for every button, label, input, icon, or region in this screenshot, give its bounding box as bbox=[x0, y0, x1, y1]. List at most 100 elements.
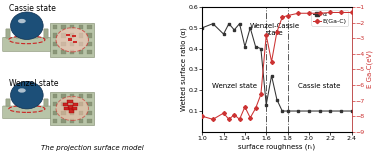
Ellipse shape bbox=[56, 28, 88, 52]
α bbox=[269, 75, 274, 77]
E(Ga-C) bbox=[232, 114, 237, 116]
Bar bbox=[44, 99, 48, 106]
Bar bbox=[15, 29, 19, 38]
Bar bbox=[70, 119, 74, 123]
Bar bbox=[87, 25, 92, 29]
Bar bbox=[79, 94, 83, 98]
FancyBboxPatch shape bbox=[3, 37, 51, 51]
Bar bbox=[67, 100, 73, 103]
Y-axis label: E Ga-C(eV): E Ga-C(eV) bbox=[366, 50, 373, 88]
α bbox=[259, 48, 263, 50]
α bbox=[296, 110, 301, 112]
FancyBboxPatch shape bbox=[3, 106, 51, 119]
Bar bbox=[70, 25, 74, 29]
Bar bbox=[61, 119, 66, 123]
E(Ga-C) bbox=[280, 16, 285, 18]
Bar bbox=[72, 35, 76, 37]
Bar bbox=[6, 99, 10, 106]
α bbox=[237, 23, 242, 25]
Bar bbox=[44, 99, 48, 106]
Bar bbox=[15, 99, 19, 106]
Bar bbox=[6, 99, 10, 106]
Bar bbox=[68, 105, 73, 109]
α bbox=[232, 29, 237, 31]
Bar bbox=[87, 94, 92, 98]
Bar bbox=[34, 29, 38, 38]
α bbox=[274, 99, 279, 100]
Bar bbox=[53, 34, 57, 38]
Bar bbox=[25, 29, 29, 38]
Bar bbox=[53, 42, 57, 46]
Bar bbox=[51, 23, 94, 57]
Bar bbox=[70, 109, 74, 113]
Bar bbox=[15, 29, 19, 38]
Bar bbox=[87, 50, 92, 54]
E(Ga-C) bbox=[227, 118, 231, 120]
Bar bbox=[25, 99, 29, 106]
Bar bbox=[6, 99, 10, 106]
E(Ga-C) bbox=[307, 12, 311, 14]
E(Ga-C) bbox=[237, 118, 242, 120]
α bbox=[339, 110, 343, 112]
Bar bbox=[44, 29, 48, 38]
Legend: α, E(Ga-C): α, E(Ga-C) bbox=[311, 10, 349, 26]
Bar bbox=[53, 102, 57, 106]
Y-axis label: Wetted surface ratio (α): Wetted surface ratio (α) bbox=[180, 28, 187, 111]
α bbox=[280, 110, 285, 112]
Bar bbox=[61, 94, 66, 98]
Bar bbox=[73, 41, 77, 43]
α bbox=[264, 104, 268, 106]
E(Ga-C) bbox=[264, 34, 268, 36]
Bar bbox=[70, 110, 74, 115]
X-axis label: surface roughness (rₜ): surface roughness (rₜ) bbox=[238, 143, 316, 150]
E(Ga-C) bbox=[296, 12, 301, 14]
Bar bbox=[6, 29, 10, 38]
Bar bbox=[66, 34, 70, 36]
Bar bbox=[34, 99, 38, 106]
Bar bbox=[53, 94, 57, 98]
Ellipse shape bbox=[56, 96, 88, 121]
α bbox=[243, 46, 247, 47]
Bar bbox=[34, 99, 38, 106]
Bar bbox=[34, 29, 38, 38]
Bar bbox=[53, 119, 57, 123]
Text: The projection surface model: The projection surface model bbox=[41, 145, 144, 151]
E(Ga-C) bbox=[221, 112, 226, 114]
Bar bbox=[34, 99, 38, 106]
α bbox=[285, 110, 290, 112]
Ellipse shape bbox=[18, 88, 26, 93]
E(Ga-C) bbox=[269, 61, 274, 63]
Bar bbox=[68, 38, 72, 41]
Bar bbox=[70, 94, 74, 98]
α bbox=[227, 23, 231, 25]
Ellipse shape bbox=[18, 19, 26, 23]
Bar bbox=[72, 107, 77, 110]
Bar bbox=[87, 102, 92, 106]
Bar bbox=[73, 103, 78, 106]
Text: Wenzel state: Wenzel state bbox=[212, 83, 257, 89]
Bar bbox=[87, 110, 92, 115]
Bar bbox=[79, 50, 83, 54]
Bar bbox=[25, 99, 29, 106]
Bar bbox=[6, 29, 10, 38]
α bbox=[200, 27, 204, 29]
Bar bbox=[61, 25, 66, 29]
Line: E(Ga-C): E(Ga-C) bbox=[201, 11, 353, 121]
Bar bbox=[51, 92, 94, 125]
Bar bbox=[79, 42, 83, 46]
Line: α: α bbox=[201, 22, 353, 112]
Bar bbox=[34, 29, 38, 38]
Text: Cassie state: Cassie state bbox=[9, 4, 56, 13]
Text: Wenzel-Cassie
state: Wenzel-Cassie state bbox=[250, 23, 300, 36]
Bar bbox=[70, 42, 74, 46]
Bar bbox=[15, 99, 19, 106]
Bar bbox=[53, 110, 57, 115]
α bbox=[211, 23, 215, 25]
Bar bbox=[70, 34, 74, 38]
Bar bbox=[63, 103, 68, 106]
Bar bbox=[70, 50, 74, 54]
E(Ga-C) bbox=[317, 12, 322, 14]
Bar bbox=[79, 34, 83, 38]
α bbox=[248, 27, 253, 29]
Bar bbox=[53, 25, 57, 29]
